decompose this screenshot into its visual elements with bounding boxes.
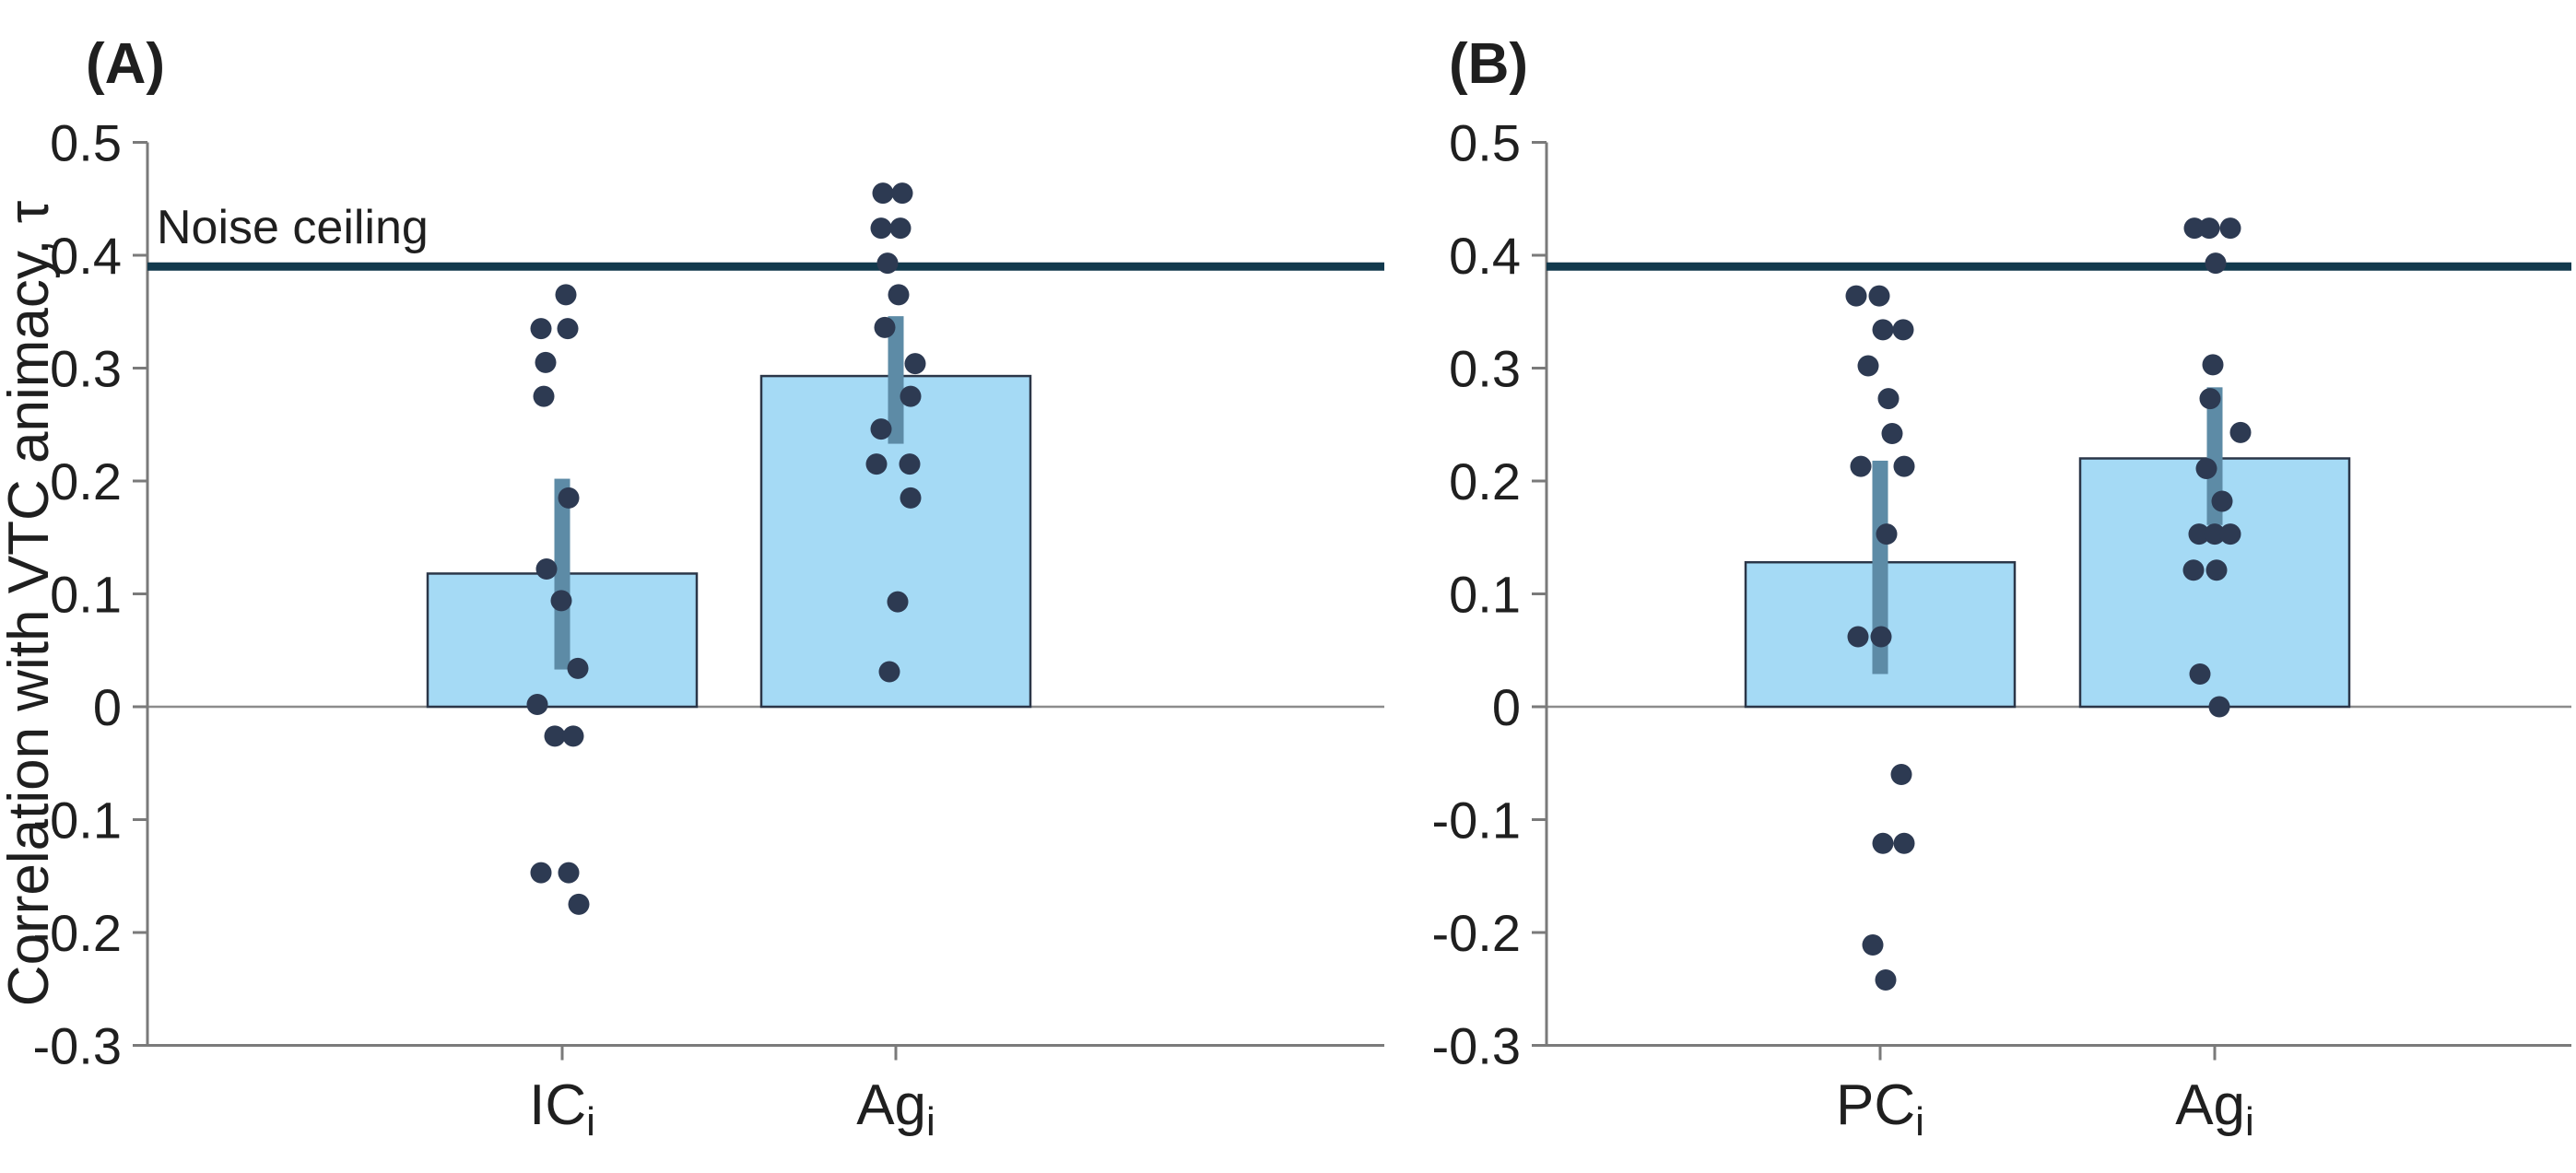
y-tick-label: 0: [93, 678, 122, 736]
data-point: [1877, 388, 1900, 410]
data-point: [526, 694, 548, 716]
data-point: [1893, 832, 1915, 854]
data-point: [555, 284, 577, 306]
data-point: [889, 217, 912, 240]
data-point: [874, 316, 896, 338]
data-point: [2199, 388, 2221, 410]
data-point: [2219, 523, 2241, 545]
data-point: [558, 487, 580, 509]
panel-a: 0.5 0.4 0.3 0.2 0.1 0 -0.1 -0.2 -0.3 ICi Agi: [33, 114, 1384, 1144]
data-point: [1892, 319, 1914, 341]
data-point: [557, 318, 579, 340]
noise-ceiling-label: Noise ceiling: [157, 201, 429, 254]
data-point: [558, 862, 580, 884]
data-point: [2204, 523, 2226, 545]
data-point: [2183, 217, 2205, 240]
data-point: [2198, 217, 2220, 240]
panel-b: 0.5 0.4 0.3 0.2 0.1 0 -0.1 -0.2 -0.3 PCi Agi: [1432, 114, 2571, 1144]
data-point: [535, 351, 557, 373]
data-point: [2195, 458, 2217, 480]
y-tick-label: -0.3: [1432, 1017, 1522, 1075]
data-point: [1881, 423, 1903, 445]
data-point: [1862, 933, 1884, 956]
data-point: [1872, 832, 1894, 854]
data-point: [2205, 559, 2228, 581]
y-tick-label: -0.3: [33, 1017, 123, 1075]
data-point: [887, 591, 909, 613]
error-bar: [1872, 460, 1888, 674]
data-point: [900, 487, 922, 509]
data-point: [891, 182, 913, 205]
y-tick-label: 0.3: [1449, 340, 1521, 398]
y-tick-label: 0.1: [1449, 566, 1521, 624]
error-bar: [888, 316, 904, 444]
data-point: [899, 453, 921, 475]
data-point: [1857, 355, 1879, 377]
data-point: [535, 558, 558, 581]
data-point: [2182, 559, 2205, 581]
data-point: [1872, 319, 1894, 341]
data-point: [870, 418, 892, 440]
data-point: [870, 217, 892, 240]
error-bar: [554, 478, 570, 670]
data-point: [1893, 455, 1915, 477]
y-axis-label: Correlation with VTC animacy, τ: [0, 201, 61, 1006]
y-tick-label: 0.5: [50, 114, 122, 172]
data-point: [1890, 764, 1912, 785]
data-point: [2188, 523, 2210, 545]
panel-a-title: (A): [86, 32, 165, 96]
y-tick-label: 0.2: [1449, 452, 1521, 510]
data-point: [530, 318, 552, 340]
data-point: [2229, 421, 2252, 443]
y-tick-label: -0.1: [33, 792, 123, 850]
data-point: [2202, 354, 2224, 376]
data-point: [1875, 968, 1897, 991]
y-tick-label: 0.1: [50, 566, 122, 624]
error-bar: [2206, 387, 2223, 525]
data-point: [888, 284, 910, 306]
y-tick-label: -0.1: [1432, 792, 1522, 850]
y-tick-label: 0.3: [50, 340, 122, 398]
data-point: [2189, 663, 2211, 685]
data-point: [2208, 696, 2230, 718]
y-tick-label: 0.4: [1449, 227, 1521, 285]
data-point: [2219, 217, 2241, 240]
data-point: [550, 590, 572, 612]
data-point: [1847, 626, 1869, 648]
data-point: [1845, 285, 1867, 307]
data-point: [1868, 285, 1890, 307]
category-label: ICi: [529, 1073, 595, 1144]
data-point: [1850, 455, 1872, 477]
data-point: [562, 725, 584, 747]
data-point: [533, 385, 555, 407]
data-point: [567, 657, 589, 679]
data-point: [865, 453, 888, 475]
y-tick-label: -0.2: [33, 904, 123, 962]
data-point: [904, 353, 926, 375]
category-label: Agi: [856, 1073, 935, 1144]
data-point: [544, 725, 566, 747]
data-point: [900, 385, 922, 407]
data-point: [878, 661, 900, 683]
y-tick-label: 0.2: [50, 452, 122, 510]
data-point: [876, 252, 899, 275]
data-point: [530, 862, 552, 884]
category-label: Agi: [2175, 1073, 2254, 1144]
y-tick-label: 0.4: [50, 227, 122, 285]
y-tick-label: 0: [1492, 678, 1521, 736]
data-point: [872, 182, 894, 205]
y-tick-label: 0.5: [1449, 114, 1521, 172]
data-point: [2205, 252, 2227, 275]
data-point: [1876, 523, 1898, 545]
data-point: [568, 893, 590, 915]
category-label: PCi: [1836, 1073, 1924, 1144]
y-tick-label: -0.2: [1432, 904, 1522, 962]
panel-b-title: (B): [1449, 32, 1528, 96]
data-point: [1870, 626, 1892, 648]
data-point: [2211, 490, 2233, 512]
